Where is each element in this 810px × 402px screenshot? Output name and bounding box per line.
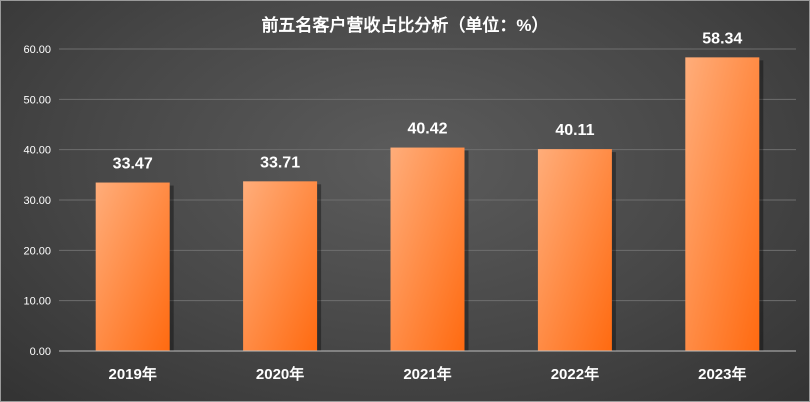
data-label: 58.34	[702, 30, 742, 47]
y-tick-label: 50.00	[23, 94, 51, 106]
x-tick-label: 2020年	[256, 365, 304, 383]
y-tick-label: 10.00	[23, 296, 51, 308]
bar	[685, 57, 760, 351]
y-tick-label: 30.00	[23, 195, 51, 207]
y-tick-label: 40.00	[23, 145, 51, 157]
x-axis-ticks: 2019年 2020年 2021年 2022年 2023年	[109, 365, 747, 383]
bar	[537, 149, 612, 351]
data-label: 40.42	[407, 121, 447, 138]
y-axis-ticks: 0.00 10.00 20.00 30.00 40.00 50.00 60.00	[23, 44, 51, 358]
y-tick-label: 20.00	[23, 245, 51, 257]
bar	[95, 182, 170, 351]
x-tick-label: 2022年	[551, 365, 599, 383]
x-tick-label: 2019年	[109, 365, 157, 383]
bars	[95, 57, 764, 351]
bar	[390, 147, 465, 351]
chart-title: 前五名客户营收占比分析（单位：%）	[261, 15, 548, 35]
y-tick-label: 0.00	[30, 346, 51, 358]
x-tick-label: 2021年	[403, 365, 451, 383]
data-label: 33.71	[260, 154, 300, 171]
bar	[243, 181, 318, 351]
data-label: 40.11	[555, 122, 594, 139]
data-labels: 33.47 33.71 40.42 40.11 58.34	[113, 30, 743, 172]
y-tick-label: 60.00	[23, 44, 51, 56]
x-tick-label: 2023年	[698, 365, 746, 383]
data-label: 33.47	[113, 156, 153, 173]
